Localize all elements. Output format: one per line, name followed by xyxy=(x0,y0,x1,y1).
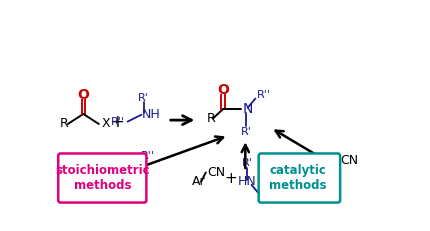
Text: HN: HN xyxy=(237,175,256,188)
Text: catalytic
methods: catalytic methods xyxy=(268,164,326,192)
Text: CN: CN xyxy=(207,166,225,179)
Text: R'': R'' xyxy=(256,91,270,100)
Text: R': R' xyxy=(240,127,251,137)
Text: R: R xyxy=(328,164,337,177)
Text: O: O xyxy=(77,88,89,102)
Text: N: N xyxy=(120,163,130,177)
Text: stoichiometric
methods: stoichiometric methods xyxy=(55,164,149,192)
Text: NH: NH xyxy=(142,108,160,121)
Text: R': R' xyxy=(138,93,149,103)
Text: R'': R'' xyxy=(111,117,125,127)
Text: +: + xyxy=(224,171,236,186)
Text: +: + xyxy=(110,113,124,131)
Text: R: R xyxy=(89,164,98,177)
Text: R: R xyxy=(260,191,268,201)
Text: N: N xyxy=(242,102,252,116)
Text: X: X xyxy=(101,118,110,131)
Text: R: R xyxy=(60,118,69,131)
Text: R: R xyxy=(206,112,215,125)
Text: Ar: Ar xyxy=(191,175,205,188)
Text: R'': R'' xyxy=(140,151,154,161)
Text: R': R' xyxy=(241,158,252,168)
Text: CN: CN xyxy=(340,155,358,167)
FancyBboxPatch shape xyxy=(58,153,146,203)
Text: O: O xyxy=(216,83,228,97)
FancyBboxPatch shape xyxy=(258,153,339,203)
Text: R': R' xyxy=(118,184,129,195)
